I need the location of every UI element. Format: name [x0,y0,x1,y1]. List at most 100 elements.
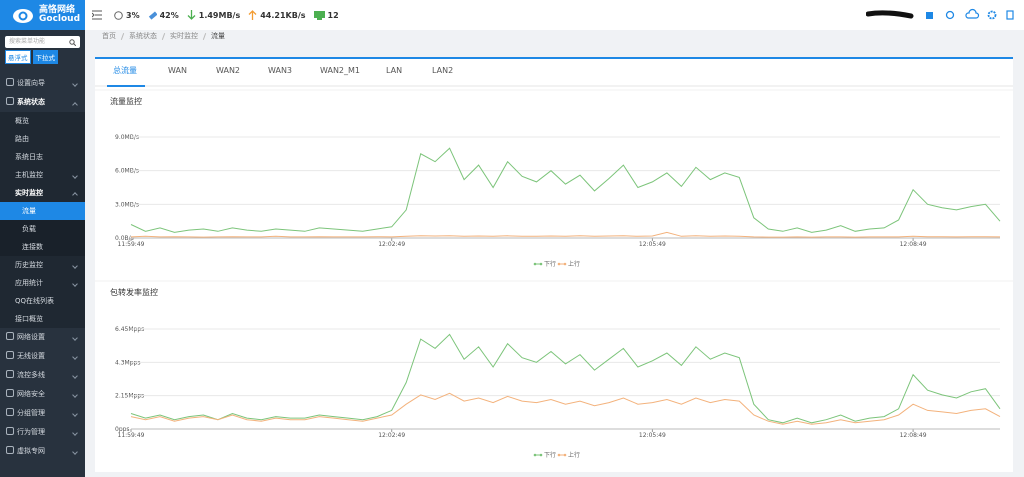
crumb[interactable]: 系统状态 [129,32,157,40]
menu-item[interactable]: 虚拟专网 [0,442,85,461]
cpu-stat: 3% [126,10,140,20]
series-line [130,333,1001,424]
logo-brand: Gocloud [39,14,81,24]
menu-item[interactable]: 概览 [0,112,85,130]
menu-item[interactable]: 实时监控 [0,184,85,202]
host-stat: 12 [327,10,339,20]
menu-item[interactable]: 连接数 [0,238,85,256]
menu-item[interactable]: 路由 [0,130,85,148]
menu-item[interactable]: 流量 [0,202,85,220]
menu-item[interactable]: 网络安全 [0,385,85,404]
menu-item[interactable]: 流控多线 [0,366,85,385]
mem-stat: 42% [159,10,179,20]
sidebar: 高恪网络 Gocloud 搜索菜单功能 悬浮式 下拉式 设置向导 系统状态 概览 路… [0,0,85,477]
menu-label: 概览 [15,117,29,125]
y-tick-label: 6.45Mpps [115,326,144,333]
y-tick-label: 9.0MB/s [115,134,139,141]
logo: 高恪网络 Gocloud [0,0,85,30]
menu-label: 历史监控 [15,261,43,269]
menu-label: 无线设置 [17,352,45,360]
chart-title: 流量监控 [110,96,142,106]
cpu-icon [114,10,123,20]
x-tick-label: 12:02:49 [378,241,405,248]
up-icon [248,10,257,20]
y-tick-label: 0pps [115,426,130,433]
logo-name: 高恪网络 [39,5,76,15]
mem-icon [148,10,157,20]
x-tick-label: 12:05:49 [639,432,666,439]
tab[interactable]: LAN2 [432,66,453,75]
search-placeholder: 搜索菜单功能 [9,38,46,45]
legend-label: 上行 [568,451,580,459]
tab[interactable]: 总流量 [113,65,137,75]
x-tick-label: 12:05:49 [639,241,666,248]
y-tick-label: 2.15Mpps [115,393,144,400]
menu-label: 系统日志 [15,153,43,161]
menu-item[interactable]: 分组管理 [0,404,85,423]
menu-label: 连接数 [22,243,43,251]
down-icon [187,10,196,20]
menu-item[interactable]: 网络设置 [0,328,85,347]
x-tick-label: 12:08:49 [900,432,927,439]
legend-marker [533,453,537,457]
up-stat: 44.21KB/s [260,10,306,20]
x-tick-label: 12:08:49 [900,241,927,248]
menu-label: 系统状态 [17,98,45,106]
menu-item[interactable]: 系统状态 [0,93,85,112]
x-tick-label: 11:59:49 [118,432,145,439]
legend-label: 上行 [568,260,580,268]
menu-item[interactable]: 无线设置 [0,347,85,366]
legend-marker [557,453,561,457]
legend-marker [533,262,537,266]
tab[interactable]: WAN3 [268,66,292,75]
menu-item[interactable]: QQ在线列表 [0,292,85,310]
menu-label: QQ在线列表 [15,297,55,305]
tab[interactable]: WAN2_M1 [320,66,360,75]
y-tick-label: 3.0MB/s [115,201,139,208]
menu-label: 分组管理 [17,409,45,417]
tab[interactable]: WAN [168,66,187,75]
menu-label: 虚拟专网 [17,447,45,455]
menu-label: 路由 [15,135,29,143]
menu-label: 接口概览 [15,315,43,323]
crumb[interactable]: 首页 [102,32,116,40]
crumb[interactable]: 实时监控 [170,32,198,40]
menu-item[interactable]: 设置向导 [0,74,85,93]
breadcrumb: 首页 系统状态 实时监控 流量 [102,30,225,42]
x-tick-label: 12:02:49 [378,432,405,439]
menu-label: 设置向导 [17,79,45,87]
menu-item[interactable]: 行为管理 [0,423,85,442]
menu-toggle[interactable] [92,10,104,20]
legend-marker [539,262,543,266]
menu-label: 主机监控 [15,171,43,179]
search-icon [69,39,76,46]
content-panel: 总流量 WAN WAN2 WAN3 WAN2_M1 LAN LAN2 流量监控 0.0B/s 3.… [95,57,1013,472]
menu-item[interactable]: 系统日志 [0,148,85,166]
x-tick-label: 11:59:49 [118,241,145,248]
series-line [130,392,1001,425]
down-stat: 1.49MB/s [198,10,241,20]
menu-item[interactable]: 历史监控 [0,256,85,274]
legend-label: 下行 [544,260,556,268]
menu-item[interactable]: 应用统计 [0,274,85,292]
series-line [130,231,1001,238]
menu-label: 网络设置 [17,333,45,341]
mode-button[interactable]: 下拉式 [32,50,58,64]
host-icon [313,10,325,20]
legend-marker [539,453,543,457]
tab[interactable]: WAN2 [216,66,240,75]
tab[interactable]: LAN [386,66,402,75]
mode-button[interactable]: 悬浮式 [5,50,31,64]
menu-item[interactable]: 负载 [0,220,85,238]
menu-label: 应用统计 [15,279,43,287]
menu-label: 流量 [22,207,36,215]
y-tick-label: 4.3Mpps [115,359,140,366]
menu-label: 负载 [22,225,36,233]
search-input[interactable]: 搜索菜单功能 [5,36,80,48]
y-tick-label: 6.0MB/s [115,168,139,175]
crumb: 流量 [211,32,225,40]
menu-item[interactable]: 主机监控 [0,166,85,184]
toolbar-icons [866,8,1014,20]
menu-item[interactable]: 接口概览 [0,310,85,328]
